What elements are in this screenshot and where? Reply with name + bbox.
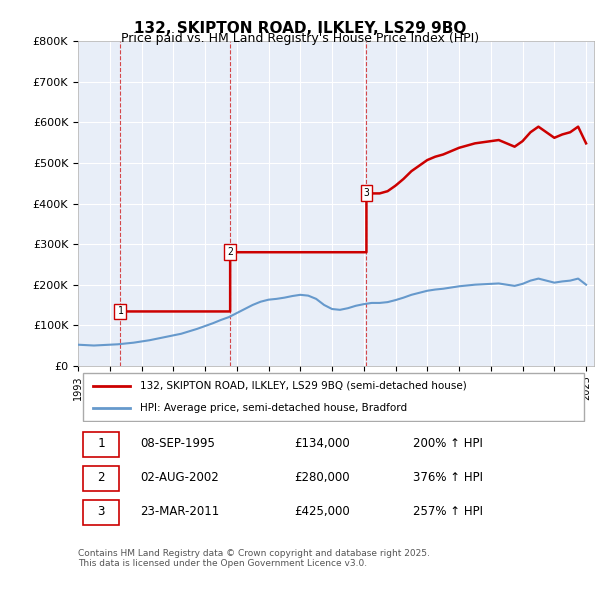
Text: HPI: Average price, semi-detached house, Bradford: HPI: Average price, semi-detached house,… <box>140 403 407 413</box>
Text: £425,000: £425,000 <box>295 505 350 518</box>
FancyBboxPatch shape <box>83 466 119 491</box>
Text: 376% ↑ HPI: 376% ↑ HPI <box>413 471 484 484</box>
Text: 1: 1 <box>97 437 105 450</box>
FancyBboxPatch shape <box>83 373 584 421</box>
Text: Contains HM Land Registry data © Crown copyright and database right 2025.
This d: Contains HM Land Registry data © Crown c… <box>78 549 430 568</box>
Text: 3: 3 <box>364 188 370 198</box>
FancyBboxPatch shape <box>83 432 119 457</box>
Text: 2: 2 <box>227 247 233 257</box>
Text: 3: 3 <box>97 505 105 518</box>
Text: 132, SKIPTON ROAD, ILKLEY, LS29 9BQ (semi-detached house): 132, SKIPTON ROAD, ILKLEY, LS29 9BQ (sem… <box>140 381 467 391</box>
Text: 257% ↑ HPI: 257% ↑ HPI <box>413 505 484 518</box>
Text: 02-AUG-2002: 02-AUG-2002 <box>140 471 218 484</box>
Text: 1: 1 <box>118 306 123 316</box>
Text: Price paid vs. HM Land Registry's House Price Index (HPI): Price paid vs. HM Land Registry's House … <box>121 32 479 45</box>
FancyBboxPatch shape <box>83 500 119 525</box>
Text: 200% ↑ HPI: 200% ↑ HPI <box>413 437 483 450</box>
Text: 23-MAR-2011: 23-MAR-2011 <box>140 505 219 518</box>
Text: £134,000: £134,000 <box>295 437 350 450</box>
Text: 08-SEP-1995: 08-SEP-1995 <box>140 437 215 450</box>
Text: 2: 2 <box>97 471 105 484</box>
Text: 132, SKIPTON ROAD, ILKLEY, LS29 9BQ: 132, SKIPTON ROAD, ILKLEY, LS29 9BQ <box>134 21 466 35</box>
Text: £280,000: £280,000 <box>295 471 350 484</box>
